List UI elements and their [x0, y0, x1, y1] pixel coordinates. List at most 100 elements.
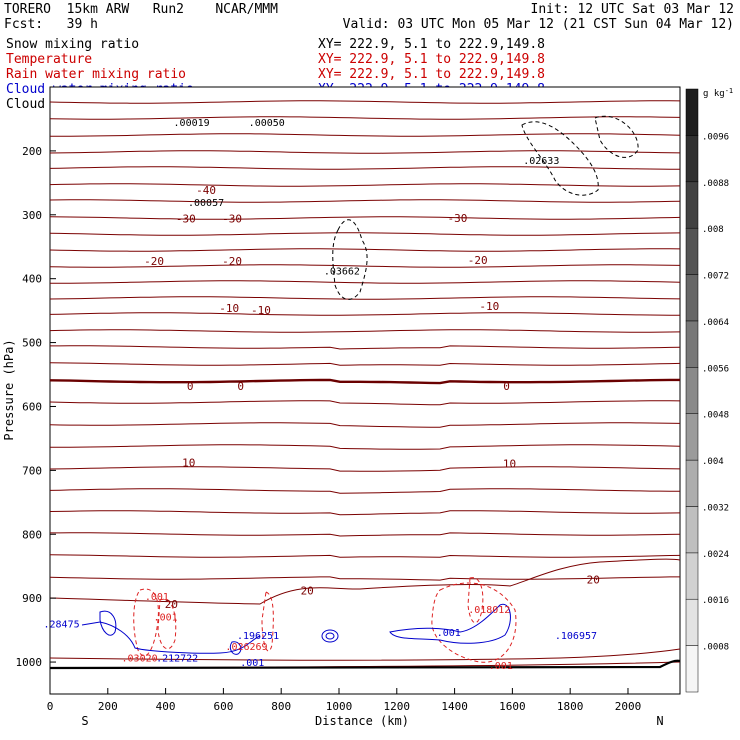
rain-contour: [467, 577, 484, 623]
temperature-label: 20: [587, 574, 600, 587]
x-tick-label: 1200: [384, 700, 411, 713]
plot-area: [49, 86, 681, 695]
cloud-contour: [229, 641, 242, 655]
temperature-line: [49, 488, 680, 494]
y-tick-label: 900: [22, 592, 42, 605]
cloud-contour: [325, 632, 335, 640]
maximum-label: .106957: [555, 631, 597, 642]
temperature-label: -20: [468, 254, 488, 267]
temperature-label: 0: [237, 380, 244, 393]
forecast-hour: Fcst: 39 h: [4, 17, 98, 32]
maximum-label: .212722: [156, 654, 198, 665]
temperature-label: -10: [479, 300, 499, 313]
colorbar-cell: [685, 227, 699, 275]
x-tick-label: 1600: [499, 700, 526, 713]
maximum-label: .001: [489, 661, 513, 672]
y-tick-label: 700: [22, 464, 42, 477]
maximum-label: .00019: [174, 118, 210, 129]
y-tick-label: 200: [22, 145, 42, 158]
mixing-ratio-contours: [81, 115, 639, 663]
y-tick-label: 600: [22, 400, 42, 413]
cloud-contour: [81, 621, 261, 654]
colorbar-label: .0056: [702, 364, 729, 374]
y-axis-label: Pressure (hPa): [2, 339, 16, 440]
field-xy: XY= 222.9, 5.1 to 222.9,149.8: [318, 67, 545, 82]
temperature-label: 10: [182, 457, 195, 470]
init-time: Init: 12 UTC Sat 03 Mar 12: [531, 2, 735, 17]
colorbar-cell: [685, 88, 699, 136]
temperature-line: [49, 648, 681, 661]
temperature-line: [50, 444, 681, 450]
x-tick-label: 0: [47, 700, 54, 713]
colorbar-cell: [685, 645, 699, 693]
temperature-line: [49, 422, 681, 428]
colorbar-label: .0048: [702, 411, 729, 421]
model-title: TORERO 15km ARW Run2 NCAR/MMM: [4, 2, 278, 17]
colorbar-cell: [685, 459, 699, 507]
field-xy: XY= 222.9, 5.1 to 222.9,149.8: [318, 37, 545, 52]
x-tick-label: 800: [271, 700, 291, 713]
temperature-label: -20: [222, 255, 242, 268]
cloud-contour: [321, 629, 339, 643]
temperature-line: [49, 216, 681, 220]
terrain-line: [49, 659, 681, 670]
field-name: Snow mixing ratio: [6, 37, 139, 52]
temperature-line: [49, 264, 681, 268]
maximum-label: .196251: [237, 631, 279, 642]
temperature-line: [49, 400, 681, 406]
maximum-label: .03662: [324, 266, 360, 277]
temperature-line: [49, 100, 681, 104]
colorbar-cell: [685, 367, 699, 414]
colorbar-unit: g kg-1: [703, 87, 733, 99]
colorbar-cell: [685, 506, 699, 554]
maximum-label: .001: [154, 613, 178, 624]
x-axis-label: Distance (km): [315, 714, 409, 728]
maximum-label: .00050: [249, 118, 285, 129]
maximum-label: .28475: [43, 620, 79, 631]
temperature-label: -10: [219, 302, 239, 315]
field-name: Rain water mixing ratio: [6, 67, 186, 82]
colorbar-cell: [685, 598, 699, 646]
y-tick-label: 800: [22, 528, 42, 541]
temperature-line: [49, 312, 680, 316]
maximum-label: .001: [437, 628, 461, 639]
colorbar-cell: [685, 274, 699, 322]
field-name: Temperature: [6, 52, 92, 67]
colorbar-label: .0032: [702, 504, 729, 514]
valid-time: Valid: 03 UTC Mon 05 Mar 12 (21 CST Sun …: [343, 17, 734, 32]
temperature-label: -30: [448, 212, 468, 225]
field-xy: XY= 222.9, 5.1 to 222.9,149.8: [318, 52, 545, 67]
rain-contour: [431, 582, 517, 663]
temperature-line: [49, 183, 681, 187]
maximum-label: .026269: [225, 642, 267, 653]
temperature-line: [49, 466, 681, 472]
colorbar-label: .0072: [702, 272, 729, 282]
axes: 0 200 400 600 800 1000 1200 1400 1600 1800 2000200…: [16, 145, 642, 713]
x-tick-label: 600: [213, 700, 233, 713]
ice-contour: [594, 115, 639, 158]
x-tick-label: 2000: [615, 700, 642, 713]
ice-contour: [332, 219, 368, 300]
temperature-line: [50, 280, 681, 284]
temperature-contours: [49, 100, 681, 670]
contour-labels: -40 -30 -30 -30 -20 -20 -20 -10 -10 -10 0 0 0 10 10 20 2…: [43, 118, 599, 672]
x-tick-label: 1000: [326, 700, 353, 713]
temperature-line: [49, 576, 680, 581]
north-endpoint: N: [656, 714, 663, 728]
x-tick-label: 400: [156, 700, 176, 713]
temperature-label: 20: [165, 598, 178, 611]
temperature-line: [50, 345, 681, 350]
y-tick-label: 300: [22, 209, 42, 222]
temperature-label: 20: [301, 584, 314, 597]
colorbar: .0008 .0016 .0024 .0032 .004 .0048 .0056 .0064.…: [685, 88, 729, 693]
x-tick-label: 200: [98, 700, 118, 713]
maximum-label: .001: [145, 592, 169, 603]
temperature-line: [50, 532, 681, 537]
temperature-line: [49, 150, 681, 154]
temperature-line: [50, 133, 681, 137]
temperature-label: 0: [187, 380, 194, 393]
colorbar-label: .008: [702, 225, 724, 235]
maximum-label: .018012: [468, 605, 510, 616]
colorbar-label: .0096: [702, 132, 729, 142]
temperature-line: [49, 554, 681, 558]
